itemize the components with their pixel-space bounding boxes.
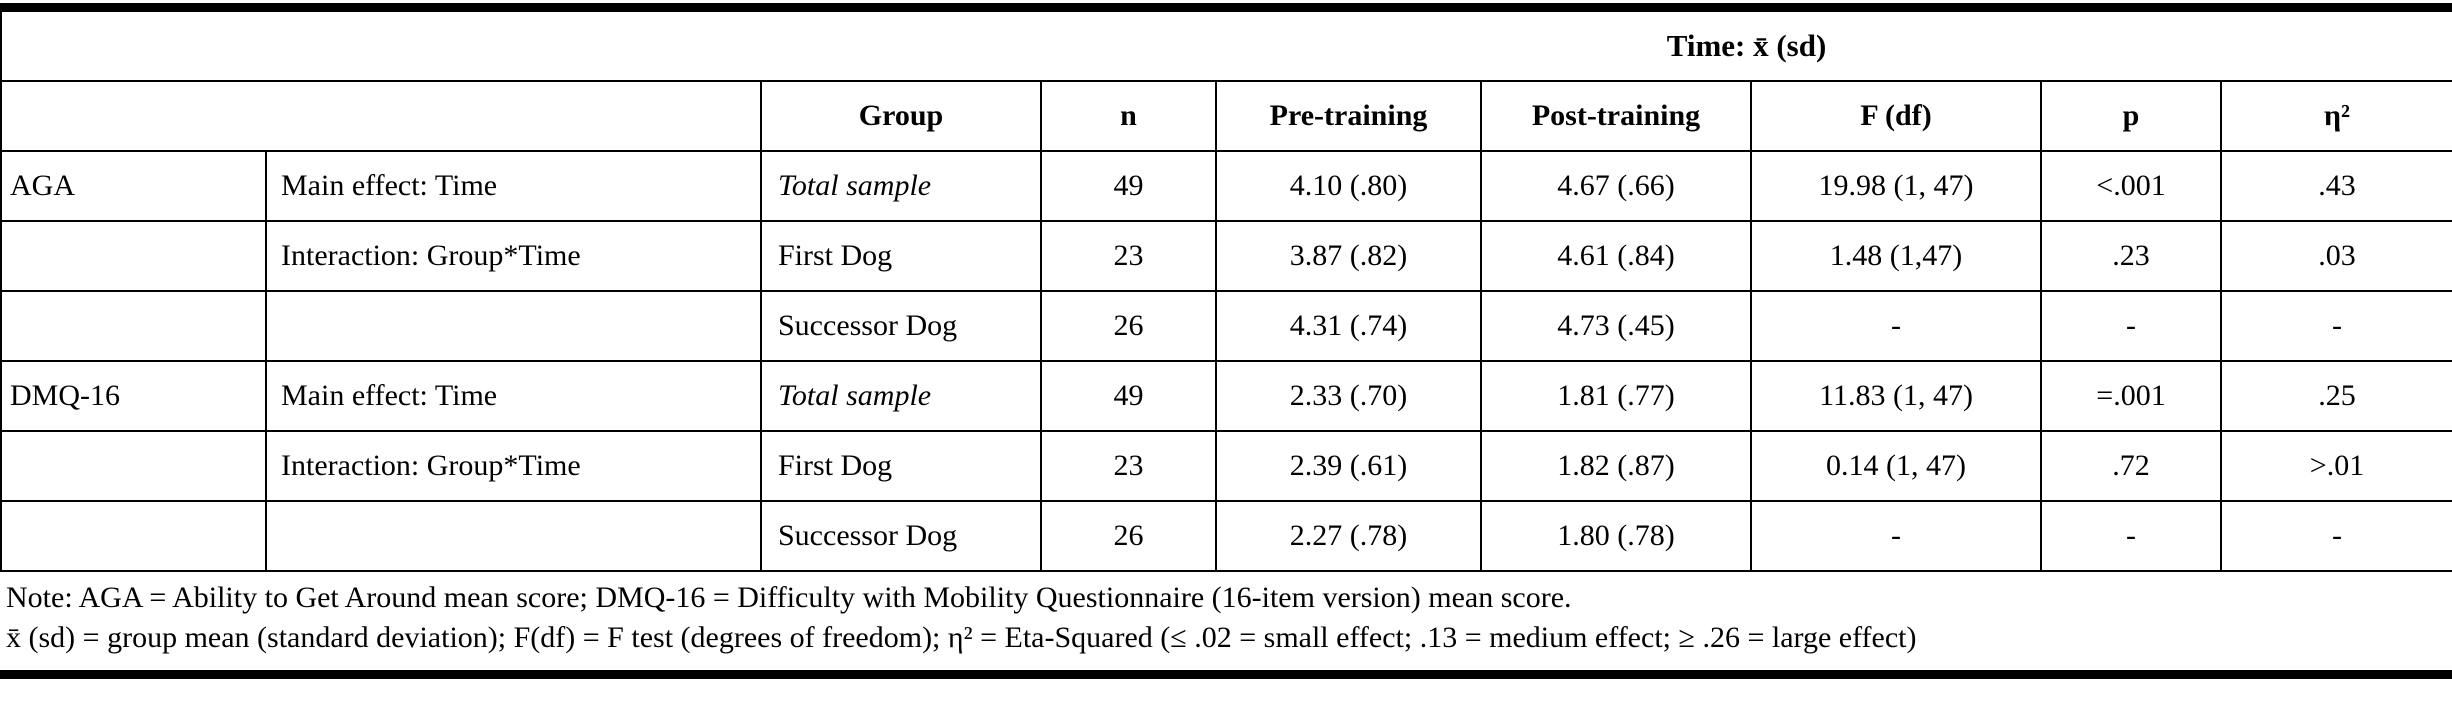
cell-pre-training: 2.39 (.61) bbox=[1215, 430, 1482, 502]
cell-p: <.001 bbox=[2040, 150, 2222, 222]
top-rule bbox=[0, 3, 2452, 10]
cell-n: 26 bbox=[1040, 500, 1217, 572]
cell-group: First Dog bbox=[760, 220, 1042, 292]
cell-n: 23 bbox=[1040, 430, 1217, 502]
cell-post-training: 1.80 (.78) bbox=[1480, 500, 1752, 572]
table-row: AGA Main effect: Time Total sample 49 4.… bbox=[0, 150, 2452, 222]
col-header-post-training: Post-training bbox=[1480, 80, 1752, 152]
cell-group: Successor Dog bbox=[760, 500, 1042, 572]
cell-effect: Main effect: Time bbox=[265, 150, 762, 222]
cell-measure: AGA bbox=[0, 150, 267, 222]
cell-eta-squared: >.01 bbox=[2219, 430, 2452, 502]
cell-effect bbox=[265, 290, 762, 362]
cell-n: 26 bbox=[1040, 290, 1217, 362]
cell-pre-training: 2.27 (.78) bbox=[1215, 500, 1482, 572]
cell-p: - bbox=[2040, 290, 2222, 362]
cell-f-df: - bbox=[1750, 290, 2042, 362]
cell-group: First Dog bbox=[760, 430, 1042, 502]
cell-p: .72 bbox=[2040, 430, 2222, 502]
time-header-row: Time: x̄ (sd) bbox=[0, 10, 2452, 82]
cell-pre-training: 4.10 (.80) bbox=[1215, 150, 1482, 222]
cell-f-df: - bbox=[1750, 500, 2042, 572]
cell-f-df: 0.14 (1, 47) bbox=[1750, 430, 2042, 502]
cell-post-training: 4.61 (.84) bbox=[1480, 220, 1752, 292]
header-spacer bbox=[0, 80, 762, 152]
cell-group: Successor Dog bbox=[760, 290, 1042, 362]
page: Time: x̄ (sd) Group n Pre-training Post-… bbox=[0, 3, 2452, 711]
cell-pre-training: 3.87 (.82) bbox=[1215, 220, 1482, 292]
table-row: DMQ-16 Main effect: Time Total sample 49… bbox=[0, 360, 2452, 432]
note-line-1: Note: AGA = Ability to Get Around mean s… bbox=[6, 581, 1572, 614]
cell-measure: DMQ-16 bbox=[0, 360, 267, 432]
cell-pre-training: 2.33 (.70) bbox=[1215, 360, 1482, 432]
cell-measure bbox=[0, 220, 267, 292]
cell-effect: Interaction: Group*Time bbox=[265, 220, 762, 292]
cell-group: Total sample bbox=[760, 150, 1042, 222]
cell-eta-squared: - bbox=[2219, 290, 2452, 362]
cell-pre-training: 4.31 (.74) bbox=[1215, 290, 1482, 362]
col-header-pre-training: Pre-training bbox=[1215, 80, 1482, 152]
cell-eta-squared: .25 bbox=[2219, 360, 2452, 432]
table-row: Successor Dog 26 2.27 (.78) 1.80 (.78) -… bbox=[0, 500, 2452, 572]
col-header-group: Group bbox=[760, 80, 1042, 152]
cell-measure bbox=[0, 500, 267, 572]
cell-f-df: 1.48 (1,47) bbox=[1750, 220, 2042, 292]
results-table: Time: x̄ (sd) Group n Pre-training Post-… bbox=[0, 10, 2452, 572]
cell-f-df: 11.83 (1, 47) bbox=[1750, 360, 2042, 432]
cell-post-training: 4.73 (.45) bbox=[1480, 290, 1752, 362]
cell-post-training: 1.82 (.87) bbox=[1480, 430, 1752, 502]
cell-n: 23 bbox=[1040, 220, 1217, 292]
col-header-p: p bbox=[2040, 80, 2222, 152]
time-header-spacer bbox=[0, 10, 1041, 82]
cell-n: 49 bbox=[1040, 150, 1217, 222]
col-header-n: n bbox=[1040, 80, 1217, 152]
cell-eta-squared: .03 bbox=[2219, 220, 2452, 292]
table-row: Interaction: Group*Time First Dog 23 3.8… bbox=[0, 220, 2452, 292]
time-header: Time: x̄ (sd) bbox=[1041, 10, 2452, 82]
cell-eta-squared: .43 bbox=[2219, 150, 2452, 222]
cell-f-df: 19.98 (1, 47) bbox=[1750, 150, 2042, 222]
cell-p: .23 bbox=[2040, 220, 2222, 292]
cell-post-training: 1.81 (.77) bbox=[1480, 360, 1752, 432]
cell-effect: Interaction: Group*Time bbox=[265, 430, 762, 502]
column-header-row: Group n Pre-training Post-training F (df… bbox=[0, 80, 2452, 152]
table-notes: Note: AGA = Ability to Get Around mean s… bbox=[0, 578, 2452, 658]
cell-effect bbox=[265, 500, 762, 572]
bottom-rule bbox=[0, 670, 2452, 679]
cell-n: 49 bbox=[1040, 360, 1217, 432]
cell-group: Total sample bbox=[760, 360, 1042, 432]
note-line-2: x̄ (sd) = group mean (standard deviation… bbox=[6, 621, 1917, 654]
cell-measure bbox=[0, 290, 267, 362]
table-row: Successor Dog 26 4.31 (.74) 4.73 (.45) -… bbox=[0, 290, 2452, 362]
cell-measure bbox=[0, 430, 267, 502]
cell-eta-squared: - bbox=[2219, 500, 2452, 572]
table-row: Interaction: Group*Time First Dog 23 2.3… bbox=[0, 430, 2452, 502]
col-header-eta-squared: η² bbox=[2219, 80, 2452, 152]
cell-post-training: 4.67 (.66) bbox=[1480, 150, 1752, 222]
cell-p: - bbox=[2040, 500, 2222, 572]
col-header-f-df: F (df) bbox=[1750, 80, 2042, 152]
cell-p: =.001 bbox=[2040, 360, 2222, 432]
cell-effect: Main effect: Time bbox=[265, 360, 762, 432]
